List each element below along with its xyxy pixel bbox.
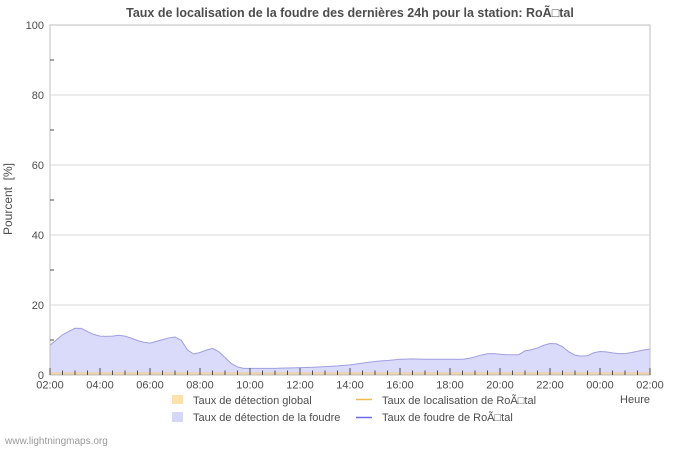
svg-text:22:00: 22:00 — [536, 380, 564, 392]
svg-text:06:00: 06:00 — [136, 380, 164, 392]
svg-text:www.lightningmaps.org: www.lightningmaps.org — [4, 436, 108, 447]
svg-text:Pourcent [%]: Pourcent [%] — [1, 163, 15, 235]
svg-text:18:00: 18:00 — [436, 380, 464, 392]
svg-text:02:00: 02:00 — [36, 380, 64, 392]
svg-text:20: 20 — [32, 300, 44, 312]
svg-text:40: 40 — [32, 230, 44, 242]
svg-text:08:00: 08:00 — [186, 380, 214, 392]
svg-text:20:00: 20:00 — [486, 380, 514, 392]
svg-text:14:00: 14:00 — [336, 380, 364, 392]
svg-text:80: 80 — [32, 90, 44, 102]
svg-text:12:00: 12:00 — [286, 380, 314, 392]
svg-text:04:00: 04:00 — [86, 380, 114, 392]
svg-text:Heure: Heure — [620, 394, 650, 406]
svg-text:60: 60 — [32, 160, 44, 172]
svg-text:Taux de détection global: Taux de détection global — [193, 395, 312, 407]
svg-text:16:00: 16:00 — [386, 380, 414, 392]
svg-text:02:00: 02:00 — [636, 380, 664, 392]
svg-text:00:00: 00:00 — [586, 380, 614, 392]
svg-text:10:00: 10:00 — [236, 380, 264, 392]
svg-text:Taux de localisation de RoÃ□ta: Taux de localisation de RoÃ□tal — [382, 394, 536, 407]
svg-text:Taux de détection de la foudre: Taux de détection de la foudre — [193, 412, 340, 424]
svg-text:Taux de foudre de RoÃ□tal: Taux de foudre de RoÃ□tal — [382, 411, 513, 424]
svg-text:100: 100 — [26, 20, 44, 32]
